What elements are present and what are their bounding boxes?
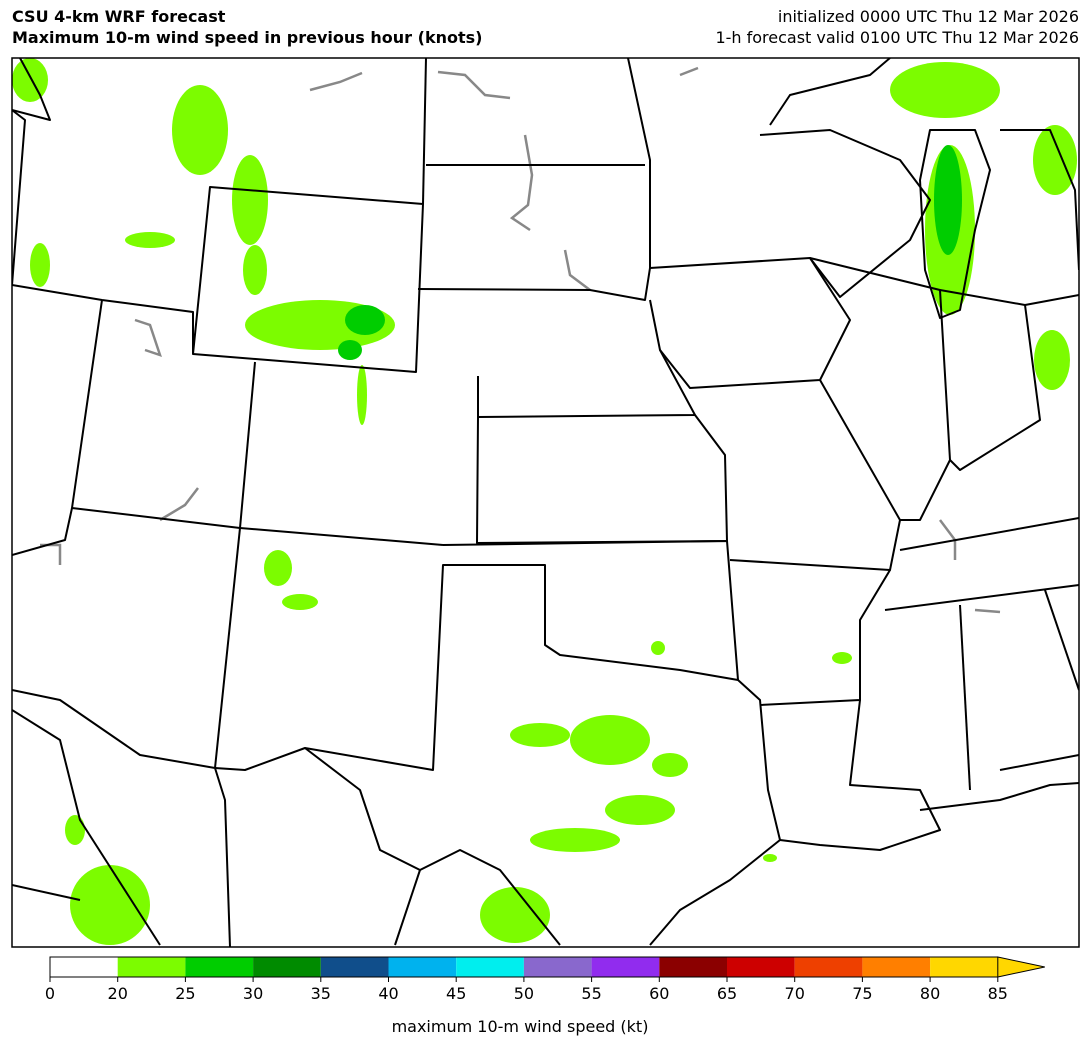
colorbar: 0 20 25 30 35 40 45 50 55 60 65 70 75 80 85	[45, 956, 1045, 1003]
colorbar-segment	[388, 957, 457, 977]
valid-time: 1-h forecast valid 0100 UTC Thu 12 Mar 2…	[715, 28, 1079, 47]
subtitle: Maximum 10-m wind speed in previous hour…	[12, 28, 482, 47]
colorbar-segment	[50, 957, 118, 977]
colorbar-segment	[591, 957, 660, 977]
lakes	[40, 66, 1001, 614]
colorbar-segment	[930, 957, 998, 977]
colorbar-tick-label: 70	[785, 984, 805, 1003]
colorbar-segment	[727, 957, 795, 977]
colorbar-segment	[862, 957, 931, 977]
colorbar-tick-label: 50	[514, 984, 534, 1003]
colorbar-segment	[456, 957, 524, 977]
colorbar-label: maximum 10-m wind speed (kt)	[392, 1017, 649, 1036]
colorbar-tick-label: 30	[243, 984, 263, 1003]
map	[11, 57, 1080, 948]
colorbar-segment	[117, 957, 186, 977]
colorbar-tick-label: 40	[378, 984, 398, 1003]
colorbar-segment	[320, 957, 389, 977]
colorbar-extend	[997, 956, 1045, 978]
wind-field	[12, 58, 1077, 945]
colorbar-tick-label: 75	[852, 984, 872, 1003]
colorbar-tick-label: 0	[45, 984, 55, 1003]
colorbar-segment	[523, 957, 592, 977]
colorbar-tick-label: 55	[581, 984, 601, 1003]
colorbar-tick-label: 20	[108, 984, 128, 1003]
title: CSU 4-km WRF forecast	[12, 7, 226, 26]
colorbar-segment	[794, 957, 863, 977]
colorbar-tick-label: 60	[649, 984, 669, 1003]
colorbar-segment	[659, 957, 727, 977]
colorbar-segment	[185, 957, 254, 977]
colorbar-tick-label: 65	[717, 984, 737, 1003]
colorbar-tick-label: 45	[446, 984, 466, 1003]
init-time: initialized 0000 UTC Thu 12 Mar 2026	[778, 7, 1079, 26]
state-borders	[12, 58, 1079, 947]
colorbar-tick-label: 80	[920, 984, 940, 1003]
colorbar-tick-label: 85	[988, 984, 1008, 1003]
colorbar-segment	[253, 957, 321, 977]
map-frame	[11, 57, 1080, 948]
colorbar-tick-label: 25	[175, 984, 195, 1003]
colorbar-tick-label: 35	[311, 984, 331, 1003]
